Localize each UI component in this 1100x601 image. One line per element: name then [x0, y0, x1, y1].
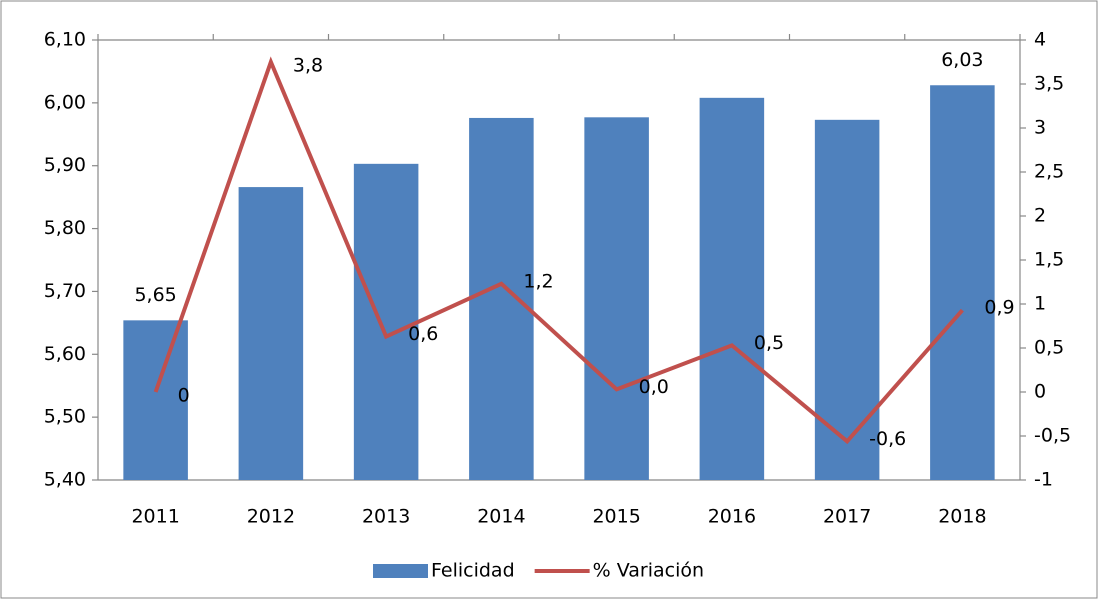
y2-tick-label: -1 — [1034, 469, 1053, 491]
line-value-label: 1,2 — [523, 270, 553, 292]
bar — [814, 119, 880, 480]
line-value-label: 0,0 — [639, 376, 669, 398]
y2-tick-label: 3 — [1034, 117, 1046, 139]
bar — [123, 320, 188, 480]
bar — [469, 117, 534, 480]
y-tick-label: 5,70 — [44, 280, 86, 302]
bar — [584, 117, 649, 481]
bar — [353, 163, 419, 481]
y2-tick-label: 2 — [1034, 205, 1046, 227]
y2-tick-label: 1,5 — [1034, 249, 1064, 271]
y2-tick-label: 4 — [1034, 29, 1046, 51]
line-value-label: 3,8 — [293, 55, 323, 77]
bar — [238, 187, 304, 481]
bar — [930, 85, 995, 480]
line-value-label: 0 — [178, 385, 190, 407]
x-tick-label: 2014 — [477, 506, 525, 528]
y2-tick-label: 3,5 — [1034, 73, 1064, 95]
y-tick-label: 5,90 — [44, 154, 86, 176]
x-tick-label: 2016 — [708, 506, 756, 528]
x-tick-label: 2012 — [247, 506, 295, 528]
y-tick-label: 6,10 — [44, 29, 86, 51]
y-tick-label: 5,60 — [44, 343, 86, 365]
x-tick-label: 2017 — [823, 506, 871, 528]
x-tick-label: 2015 — [592, 506, 640, 528]
x-tick-label: 2011 — [131, 506, 179, 528]
y-tick-label: 5,40 — [44, 469, 86, 491]
y-tick-label: 6,00 — [44, 91, 86, 113]
x-tick-label: 2013 — [362, 506, 410, 528]
legend-label: % Variación — [593, 560, 704, 582]
bar-value-label: 5,65 — [134, 284, 176, 306]
legend-swatch — [373, 564, 428, 578]
y2-tick-label: -0,5 — [1034, 425, 1071, 447]
line-value-label: -0,6 — [869, 428, 906, 450]
line-value-label: 0,5 — [754, 332, 784, 354]
line — [153, 56, 964, 445]
bar — [699, 97, 765, 480]
y2-tick-label: 0,5 — [1034, 337, 1064, 359]
y2-tick-label: 0 — [1034, 381, 1046, 403]
x-tick-label: 2018 — [938, 506, 986, 528]
line-value-label: 0,6 — [408, 323, 438, 345]
y2-tick-label: 1 — [1034, 293, 1046, 315]
y-tick-label: 5,50 — [44, 406, 86, 428]
bar-value-label: 6,03 — [941, 49, 983, 71]
legend-label: Felicidad — [431, 560, 515, 582]
line-value-label: 0,9 — [984, 297, 1014, 319]
y2-tick-label: 2,5 — [1034, 161, 1064, 183]
y-tick-label: 5,80 — [44, 217, 86, 239]
